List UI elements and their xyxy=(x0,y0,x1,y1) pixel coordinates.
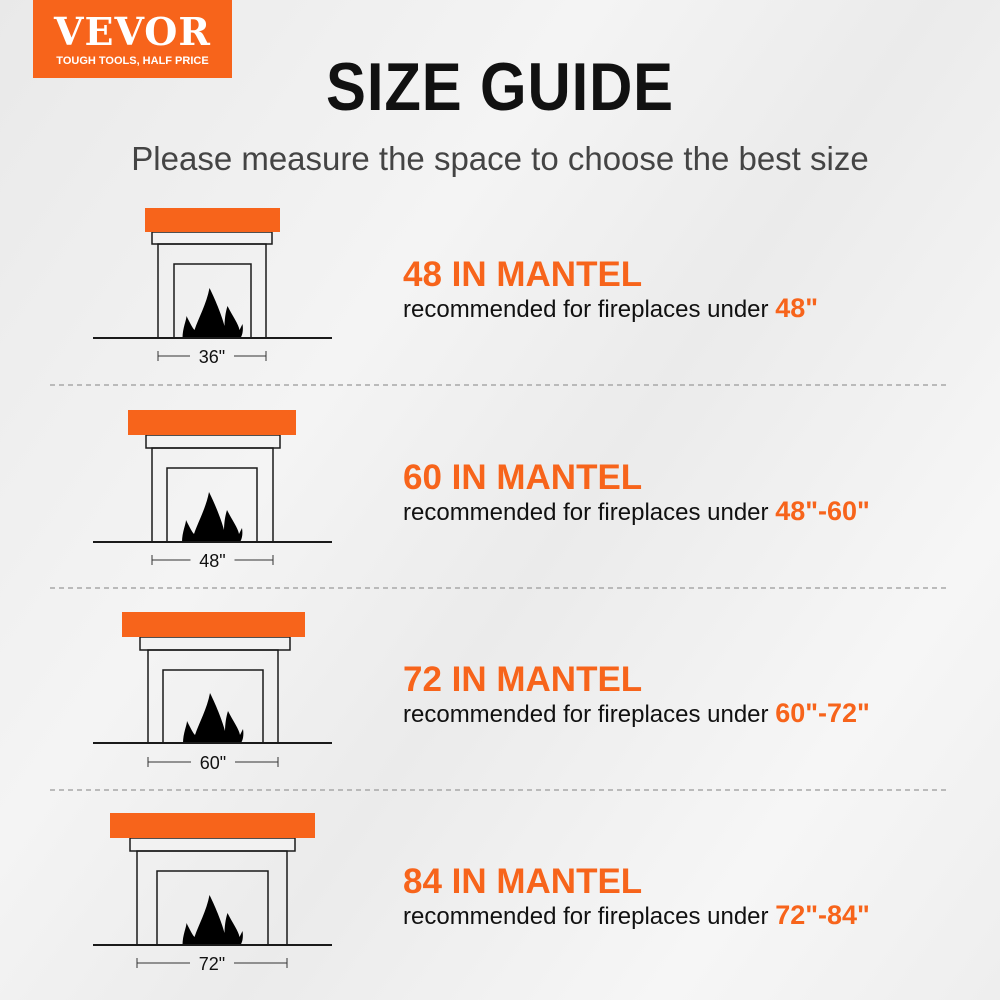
fireplace-range: 60"-72" xyxy=(775,698,870,728)
size-row-3: 72 IN MANTEL recommended for fireplaces … xyxy=(403,660,870,730)
recommendation-text: recommended for fireplaces under 60"-72" xyxy=(403,698,870,730)
recommendation-label: recommended for fireplaces under xyxy=(403,903,769,930)
mantel-size-title: 48 IN MANTEL xyxy=(403,255,643,294)
firebox-opening xyxy=(156,870,269,945)
logo-brand: VEVOR xyxy=(54,9,211,54)
recommendation-text: recommended for fireplaces under 48" xyxy=(403,293,818,325)
recommendation-text: recommended for fireplaces under 48"-60" xyxy=(403,496,870,528)
flame-icon xyxy=(183,693,244,743)
page-subtitle: Please measure the space to choose the b… xyxy=(131,140,869,177)
fireplace-surround xyxy=(151,447,274,542)
fireplace-width-label: 60" xyxy=(200,753,226,773)
recommendation-text: recommended for fireplaces under 72"-84" xyxy=(403,900,870,932)
mantel-size-title: 72 IN MANTEL xyxy=(403,660,643,699)
fireplace-surround xyxy=(157,243,267,338)
mantel-board xyxy=(145,208,280,232)
firebox-opening xyxy=(173,263,252,338)
flame-icon xyxy=(182,288,243,338)
flame-icon xyxy=(182,895,243,945)
fireplace-surround xyxy=(147,649,279,743)
size-row-1: 48 IN MANTEL recommended for fireplaces … xyxy=(403,255,818,325)
fireplace-range: 48" xyxy=(775,293,819,323)
fireplace-width-label: 48" xyxy=(199,551,225,571)
flame-icon xyxy=(182,492,243,542)
firebox-opening xyxy=(166,467,258,542)
mantel-board xyxy=(110,813,315,838)
fireplace-surround xyxy=(136,850,288,945)
size-row-4: 84 IN MANTEL recommended for fireplaces … xyxy=(403,862,870,932)
mantel-board xyxy=(128,410,296,435)
mantel-size-title: 84 IN MANTEL xyxy=(403,862,643,901)
fireplace-range: 48"-60" xyxy=(775,496,870,526)
mantel-shelf xyxy=(139,636,291,651)
mantel-board xyxy=(122,612,305,637)
fireplace-range: 72"-84" xyxy=(775,900,870,930)
mantel-shelf xyxy=(151,231,273,245)
mantel-shelf xyxy=(129,837,296,852)
fireplace-width-label: 72" xyxy=(199,954,225,974)
vevor-logo: VEVOR TOUGH TOOLS, HALF PRICE xyxy=(33,0,232,78)
mantel-shelf xyxy=(145,434,281,449)
mantel-size-title: 60 IN MANTEL xyxy=(403,458,643,497)
fireplace-width-label: 36" xyxy=(199,347,225,367)
recommendation-label: recommended for fireplaces under xyxy=(403,296,769,323)
logo-tagline: TOUGH TOOLS, HALF PRICE xyxy=(56,55,209,67)
firebox-opening xyxy=(162,669,264,743)
recommendation-label: recommended for fireplaces under xyxy=(403,499,769,526)
size-row-2: 60 IN MANTEL recommended for fireplaces … xyxy=(403,458,870,528)
page-title: SIZE GUIDE xyxy=(326,49,674,125)
recommendation-label: recommended for fireplaces under xyxy=(403,701,769,728)
